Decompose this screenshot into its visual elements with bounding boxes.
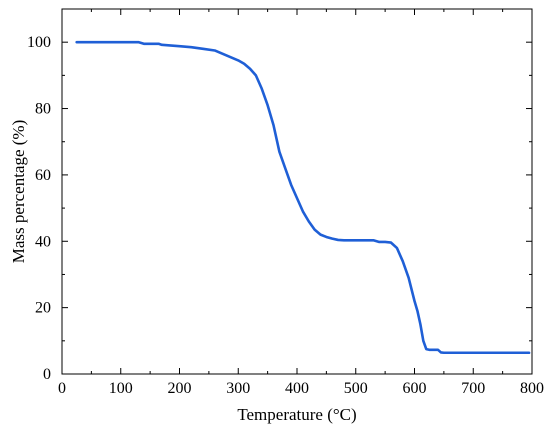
y-tick-label: 20 [35, 300, 51, 317]
y-axis-ticks: 0 20 40 60 80 100 [27, 34, 532, 383]
y-tick-label: 60 [35, 167, 51, 184]
x-axis-ticks: 0 100 200 300 400 500 600 700 800 [58, 9, 544, 397]
y-axis-title: Mass percentage (%) [9, 120, 28, 264]
x-tick-label: 700 [461, 380, 485, 397]
x-tick-label: 100 [109, 380, 133, 397]
x-tick-label: 500 [344, 380, 368, 397]
plot-frame [61, 8, 533, 375]
x-axis-title: Temperature (°C) [237, 405, 356, 424]
x-tick-label: 300 [226, 380, 250, 397]
y-tick-label: 80 [35, 101, 51, 118]
y-tick-label: 40 [35, 233, 51, 250]
y-tick-label: 0 [43, 366, 51, 383]
x-tick-label: 200 [168, 380, 192, 397]
x-tick-label: 400 [285, 380, 309, 397]
mass-loss-curve [75, 40, 531, 355]
series-layer [75, 40, 531, 355]
x-tick-label: 800 [520, 380, 544, 397]
x-tick-label: 0 [58, 380, 66, 397]
x-tick-label: 600 [403, 380, 427, 397]
plot-border [61, 8, 533, 375]
y-tick-label: 100 [27, 34, 51, 51]
